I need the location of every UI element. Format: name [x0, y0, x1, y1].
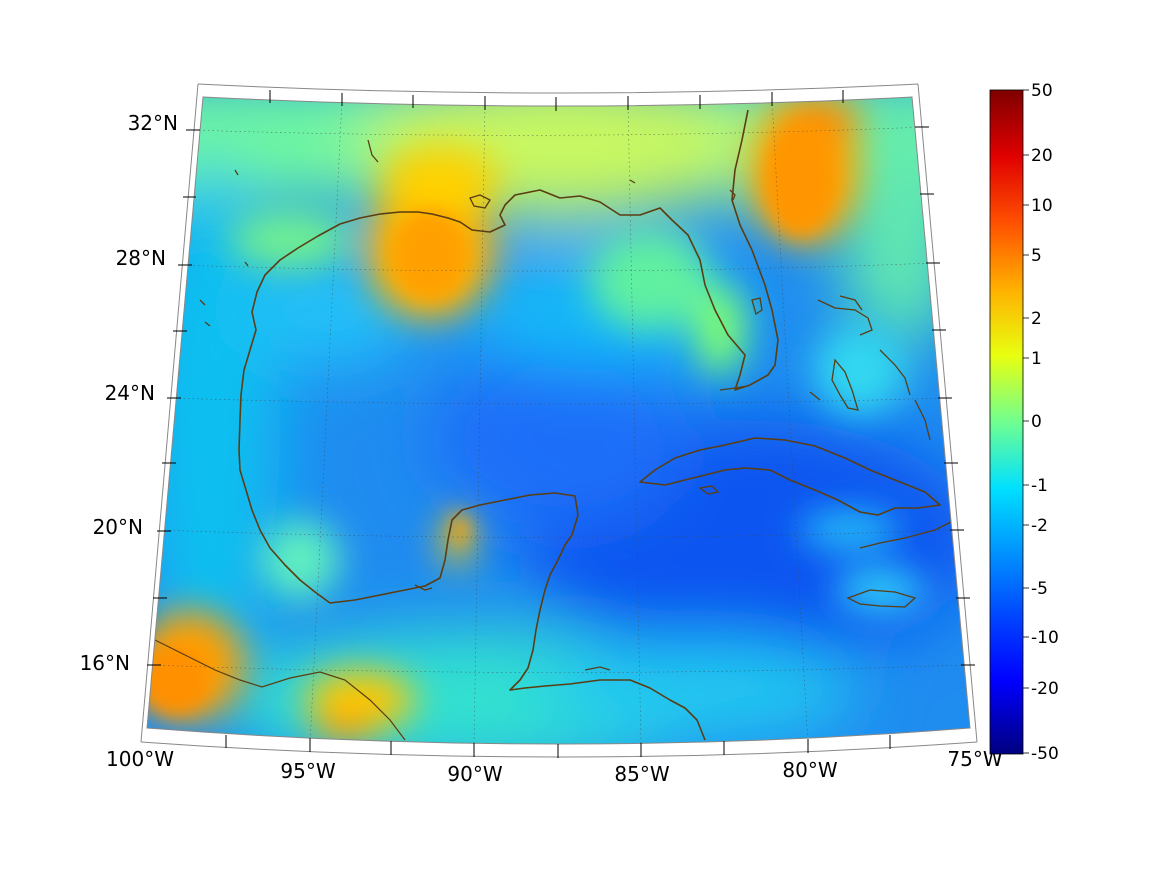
lon-label-85w: 85°W [614, 762, 669, 786]
longitude-labels: 100°W 95°W 90°W 85°W 80°W 75°W [106, 747, 1003, 786]
lat-label-20n: 20°N [93, 515, 143, 539]
lon-label-80w: 80°W [782, 758, 837, 782]
colorbar-gradient [989, 89, 1024, 755]
lon-label-95w: 95°W [280, 759, 335, 783]
colorbar-tick-label: 0 [1031, 412, 1042, 432]
lat-label-24n: 24°N [105, 381, 155, 405]
colorbar-tick-label: -20 [1031, 679, 1059, 699]
coastlines [154, 109, 956, 741]
colorbar-tick-label: 1 [1031, 349, 1042, 369]
colorbar-tick-label: 2 [1031, 309, 1042, 329]
latitude-labels: 16°N 20°N 24°N 28°N 32°N [80, 111, 178, 675]
lon-label-90w: 90°W [447, 762, 502, 786]
lat-label-32n: 32°N [128, 111, 178, 135]
colorbar-tick-label: 10 [1031, 196, 1053, 216]
colorbar-tick-label: -5 [1031, 579, 1048, 599]
colorbar-tick-label: -10 [1031, 628, 1059, 648]
graticule [149, 99, 963, 744]
colorbar-tick-label: 50 [1031, 81, 1053, 101]
colorbar-tick-label: -1 [1031, 476, 1048, 496]
colorbar-tick-label: 20 [1031, 146, 1053, 166]
lon-label-100w: 100°W [106, 747, 174, 771]
data-field [147, 97, 970, 744]
map-frame [140, 83, 978, 758]
colorbar-tick-label: -50 [1031, 744, 1059, 764]
lat-label-16n: 16°N [80, 651, 130, 675]
colorbar-tick-label: 5 [1031, 246, 1042, 266]
colorbar-tick-label: -2 [1031, 516, 1048, 536]
lat-label-28n: 28°N [116, 246, 166, 270]
